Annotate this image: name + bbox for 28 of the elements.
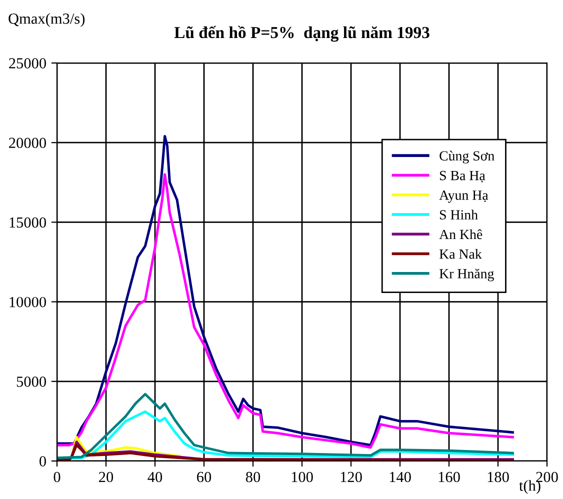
x-tick-label: 160 <box>438 472 460 482</box>
legend-label: Ayun Hạ <box>439 190 488 203</box>
y-tick-label: 20000 <box>9 138 46 148</box>
x-tick-label: 20 <box>99 472 114 482</box>
x-tick-label: 140 <box>390 472 411 482</box>
legend-label: An Khê <box>439 229 482 240</box>
legend-label: Kr Hnăng <box>439 268 494 282</box>
y-tick-label: 25000 <box>9 58 46 68</box>
y-tick-label: 5000 <box>16 376 46 387</box>
x-tick-label: 120 <box>340 472 362 482</box>
legend-label: S Hinh <box>440 210 478 220</box>
x-tick-label: 0 <box>54 472 60 482</box>
chart-title: Lũ đến hồ P=5% dạng lũ năm 1993 <box>174 26 430 42</box>
y-tick-label: 10000 <box>10 296 46 308</box>
x-axis-title: t(h) <box>519 480 540 494</box>
x-tick-label: 100 <box>292 472 313 482</box>
x-tick-label: 80 <box>246 472 260 482</box>
x-tick-label: 40 <box>148 472 162 482</box>
y-tick-label: 15000 <box>10 217 46 228</box>
legend-label: S Ba Hạ <box>440 170 486 182</box>
line-series <box>57 392 514 460</box>
x-tick-label: 180 <box>488 472 509 482</box>
y-axis-title: Qmax(m3/s) <box>8 13 85 27</box>
legend-label: Ka Nak <box>439 248 482 259</box>
y-tick-label: 0 <box>40 456 46 466</box>
x-tick-label: 200 <box>536 472 558 482</box>
legend-label: Cùng Sơn <box>440 150 494 164</box>
x-tick-label: 60 <box>197 472 212 482</box>
